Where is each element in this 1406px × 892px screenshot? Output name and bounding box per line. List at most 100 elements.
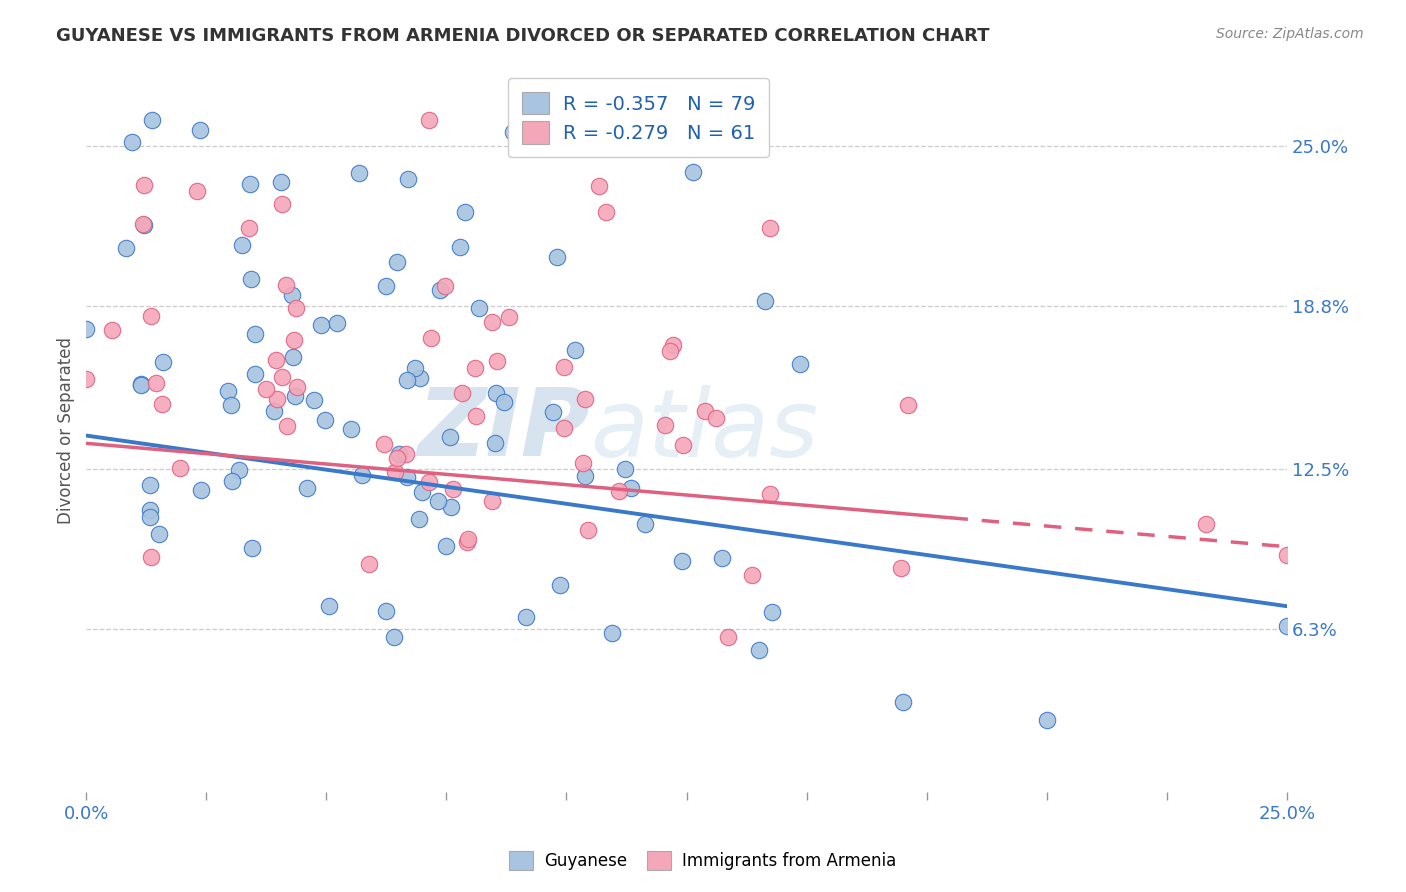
Point [467,301,489,315]
Point [451,386,474,401]
Point [75,322,97,336]
Point [411,485,433,500]
Point [484,436,506,450]
Point [546,251,568,265]
Point [129,376,152,391]
Point [285,380,308,394]
Point [433,279,456,293]
Point [228,463,250,477]
Point [266,352,288,367]
Point [271,370,294,384]
Point [270,175,292,189]
Point [243,368,266,382]
Point [574,392,596,406]
Point [548,577,571,591]
Point [408,371,430,385]
Point [588,179,610,194]
Point [281,350,304,364]
Point [634,516,657,531]
Point [553,421,575,435]
Point [190,483,212,498]
Point [485,354,508,368]
Point [148,526,170,541]
Legend: Guyanese, Immigrants from Armenia: Guyanese, Immigrants from Armenia [503,844,903,877]
Point [280,288,302,302]
Point [494,395,516,409]
Point [240,541,263,556]
Point [152,355,174,369]
Point [607,484,630,499]
Point [890,561,912,575]
Point [574,469,596,483]
Point [385,451,408,466]
Point [396,172,419,186]
Point [418,113,440,128]
Point [239,272,262,286]
Point [186,185,208,199]
Point [326,316,349,330]
Point [419,331,441,345]
Point [595,205,617,219]
Point [553,360,575,375]
Point [139,502,162,516]
Point [1275,549,1298,563]
Point [145,376,167,391]
Text: atlas: atlas [591,385,818,476]
Point [352,467,374,482]
Point [571,456,593,470]
Point [284,389,307,403]
Point [276,278,298,293]
Point [309,318,332,332]
Point [759,221,782,235]
Point [761,605,783,619]
Point [1195,517,1218,532]
Point [620,481,643,495]
Point [564,343,586,357]
Point [238,221,260,235]
Point [314,413,336,427]
Point [373,437,395,451]
Point [395,448,418,462]
Point [101,323,124,337]
Point [396,470,419,484]
Point [221,475,243,489]
Point [302,393,325,408]
Point [266,392,288,406]
Point [132,178,155,192]
Point [465,409,488,423]
Point [671,554,693,568]
Point [263,404,285,418]
Point [682,165,704,179]
Point [789,357,811,371]
Point [754,294,776,309]
Point [217,384,239,399]
Point [897,398,920,412]
Point [498,310,520,325]
Point [374,279,396,293]
Point [481,316,503,330]
Point [408,512,430,526]
Point [375,604,398,618]
Point [704,411,727,425]
Point [115,241,138,255]
Point [129,378,152,392]
Point [276,418,298,433]
Point [385,255,408,269]
Point [396,373,419,387]
Text: GUYANESE VS IMMIGRANTS FROM ARMENIA DIVORCED OR SEPARATED CORRELATION CHART: GUYANESE VS IMMIGRANTS FROM ARMENIA DIVO… [56,27,990,45]
Point [717,630,740,644]
Point [600,626,623,640]
Point [440,500,463,514]
Point [759,487,782,501]
Point [219,398,242,412]
Point [239,177,262,191]
Text: ZIP: ZIP [418,384,591,476]
Point [188,123,211,137]
Point [449,240,471,254]
Point [515,609,537,624]
Point [139,549,162,564]
Point [1275,619,1298,633]
Text: Source: ZipAtlas.com: Source: ZipAtlas.com [1216,27,1364,41]
Point [384,630,406,644]
Point [295,481,318,495]
